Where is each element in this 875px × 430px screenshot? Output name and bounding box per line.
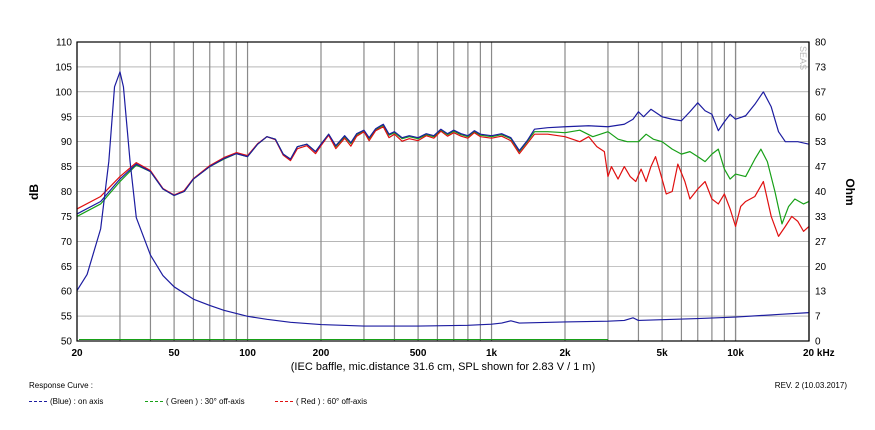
x-tick-label: 5k: [657, 348, 669, 359]
response-curve-label: Response Curve :: [29, 381, 94, 390]
x-tick-label: 200: [313, 348, 330, 359]
impedance-curve: [76, 71, 810, 327]
y-tick-label: 100: [55, 87, 72, 98]
y2-tick-label: 7: [815, 312, 821, 323]
x-tick-label: 10k: [727, 348, 744, 359]
revision-label: REV. 2 (10.03.2017): [774, 381, 847, 390]
legend-item-red: ( Red ) : 60° off-axis: [275, 397, 367, 406]
y2-tick-label: 0: [815, 337, 821, 348]
x-tick-label: 20 kHz: [803, 348, 835, 359]
legend-label-blue: (Blue) : on axis: [50, 397, 104, 406]
seas-watermark: SEAS: [798, 46, 808, 70]
plot-frame: [76, 41, 810, 342]
y2-axis-ticks: 0 7 13 20 27 33 40 47 53 60 67 73 80: [815, 38, 827, 348]
x-tick-label: 1k: [486, 348, 498, 359]
y2-tick-label: 47: [815, 162, 827, 173]
series-group: [76, 71, 810, 340]
x-tick-label: 500: [410, 348, 427, 359]
y-axis-title: dB: [27, 184, 41, 200]
y2-tick-label: 60: [815, 112, 827, 123]
y-tick-label: 85: [61, 162, 73, 173]
y2-axis-title: Ohm: [843, 178, 857, 205]
y2-tick-label: 80: [815, 38, 827, 49]
legend-label-green: ( Green ) : 30° off-axis: [166, 397, 245, 406]
legend-swatch-green: [145, 401, 163, 403]
y-tick-label: 110: [56, 38, 72, 49]
x-tick-label: 50: [169, 348, 181, 359]
x-axis-ticks: 20 50 100 200 500 1k 2k 5k 10k 20 kHz: [71, 348, 834, 359]
y2-tick-label: 53: [815, 137, 827, 148]
series-line-blue: [76, 91, 810, 215]
grid: [76, 41, 810, 342]
legend-swatch-blue: [29, 401, 47, 403]
y-tick-label: 90: [61, 137, 73, 148]
y-tick-label: 75: [61, 212, 73, 223]
x-tick-label: 100: [239, 348, 256, 359]
legend-item-blue: (Blue) : on axis: [29, 397, 103, 406]
y-tick-label: 70: [61, 237, 73, 248]
y2-tick-label: 20: [815, 262, 827, 273]
y-axis-ticks: 50 55 60 65 70 75 80 85 90 95 100 105 110: [55, 38, 72, 348]
y2-tick-label: 40: [815, 187, 827, 198]
y2-tick-label: 27: [815, 237, 827, 248]
y2-tick-label: 67: [815, 87, 827, 98]
y-tick-label: 95: [61, 112, 73, 123]
legend-label-red: ( Red ) : 60° off-axis: [296, 397, 368, 406]
y2-tick-label: 73: [815, 62, 827, 73]
y-tick-label: 105: [55, 62, 72, 73]
y-tick-label: 60: [61, 287, 73, 298]
x-tick-label: 20: [71, 348, 83, 359]
x-tick-label: 2k: [559, 348, 571, 359]
y-tick-label: 65: [61, 262, 73, 273]
x-axis-title: (IEC baffle, mic.distance 31.6 cm, SPL s…: [291, 361, 595, 373]
legend-swatch-red: [275, 401, 293, 403]
y-tick-label: 55: [61, 312, 73, 323]
legend-item-green: ( Green ) : 30° off-axis: [145, 397, 245, 406]
y2-tick-label: 33: [815, 212, 827, 223]
y-tick-label: 50: [61, 337, 73, 348]
y2-tick-label: 13: [815, 287, 827, 298]
y-tick-label: 80: [61, 187, 73, 198]
